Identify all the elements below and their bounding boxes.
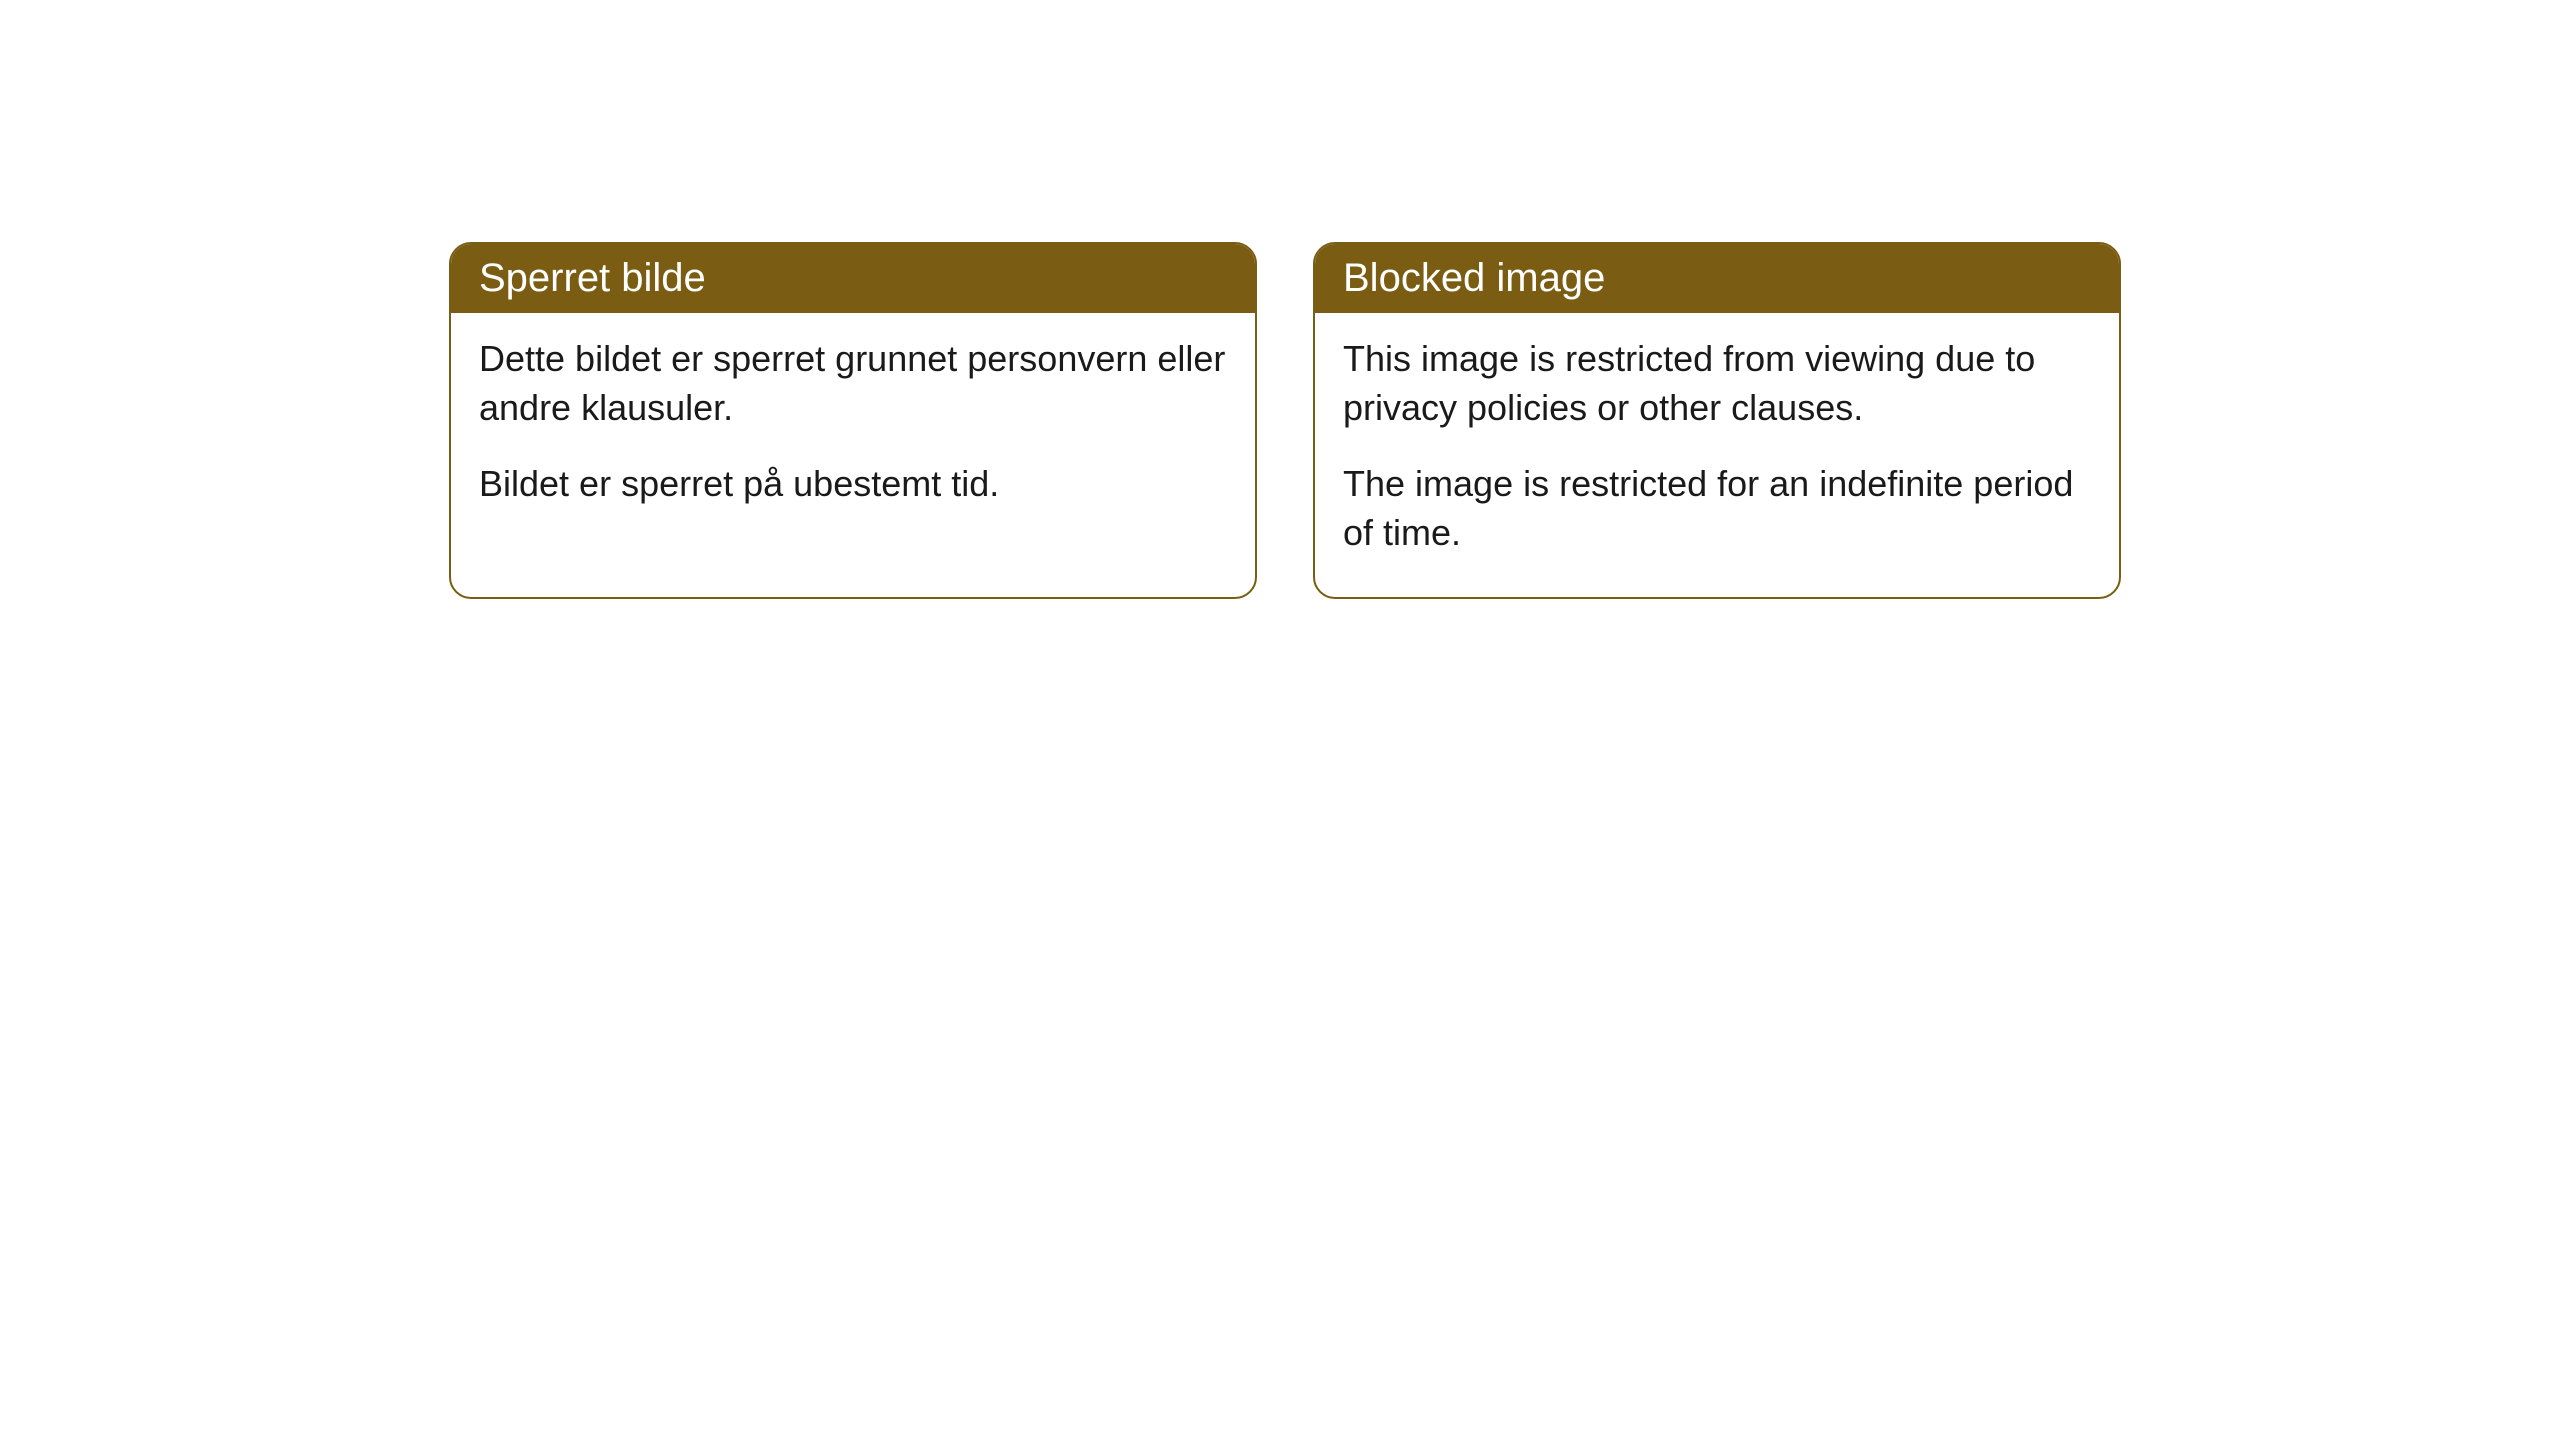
blocked-image-card-no: Sperret bilde Dette bildet er sperret gr… bbox=[449, 242, 1257, 599]
card-para2-no: Bildet er sperret på ubestemt tid. bbox=[479, 460, 1227, 509]
card-header-no: Sperret bilde bbox=[451, 244, 1255, 313]
card-para1-en: This image is restricted from viewing du… bbox=[1343, 335, 2091, 432]
blocked-image-card-en: Blocked image This image is restricted f… bbox=[1313, 242, 2121, 599]
notice-cards-container: Sperret bilde Dette bildet er sperret gr… bbox=[0, 0, 2560, 599]
card-header-en: Blocked image bbox=[1315, 244, 2119, 313]
card-para2-en: The image is restricted for an indefinit… bbox=[1343, 460, 2091, 557]
card-body-en: This image is restricted from viewing du… bbox=[1315, 313, 2119, 597]
card-para1-no: Dette bildet er sperret grunnet personve… bbox=[479, 335, 1227, 432]
card-body-no: Dette bildet er sperret grunnet personve… bbox=[451, 313, 1255, 549]
